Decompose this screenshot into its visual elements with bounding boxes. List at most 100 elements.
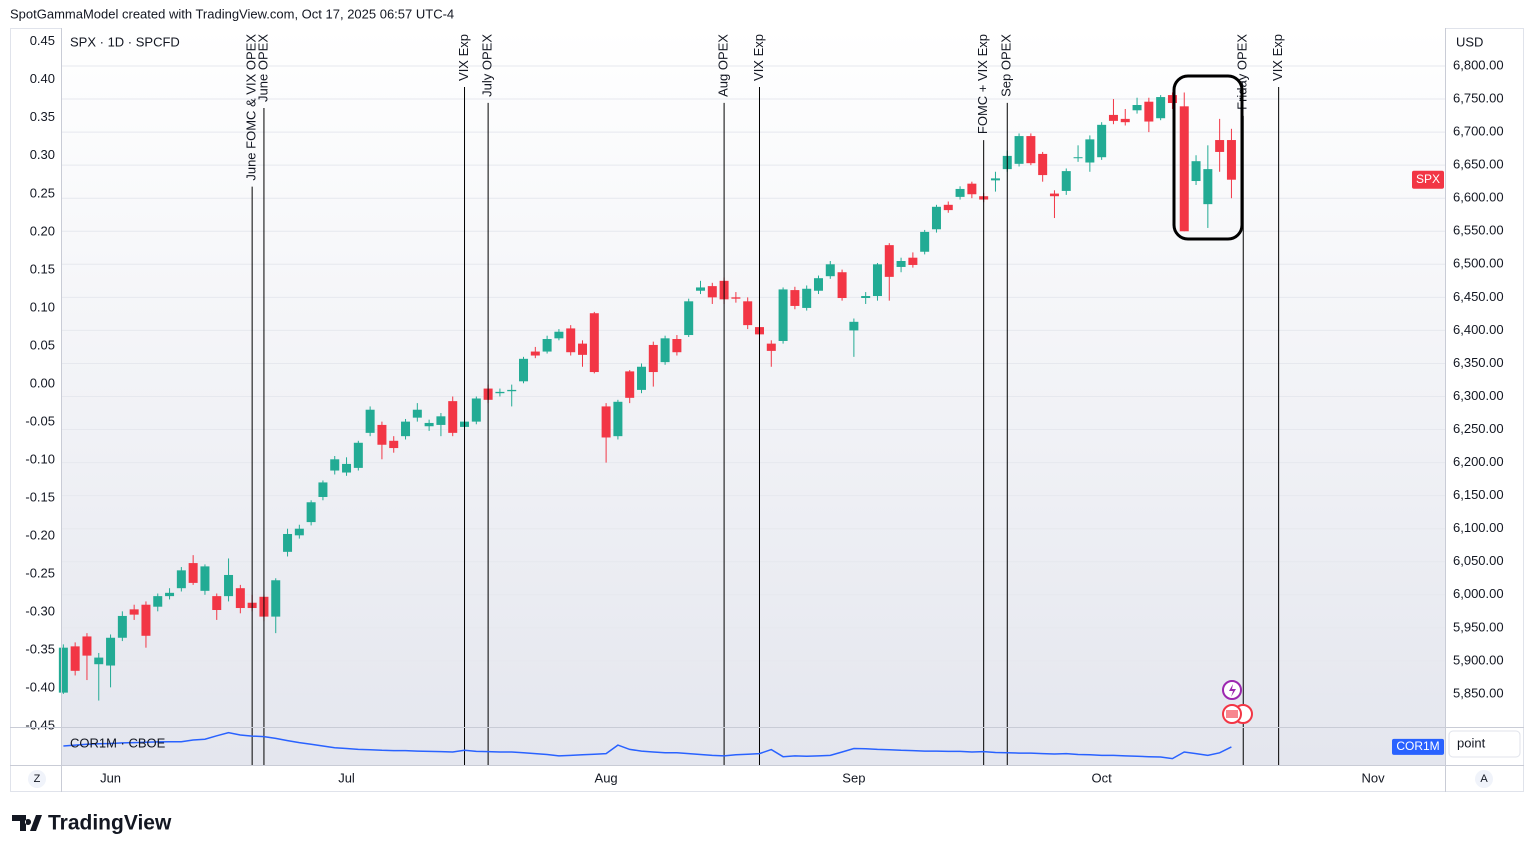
right-tick-label: 6,700.00 <box>1453 124 1504 139</box>
scale-mode-box[interactable] <box>1448 730 1521 758</box>
candle-body <box>129 609 139 615</box>
candle-body <box>424 422 434 427</box>
candle-body <box>943 204 953 211</box>
a-button-label[interactable]: A <box>1480 773 1488 785</box>
candle-body <box>861 296 871 299</box>
event-label: VIX Exp <box>751 34 766 81</box>
x-tick-label: Aug <box>595 770 618 785</box>
candle-body <box>436 416 446 425</box>
x-tick-label: Jun <box>100 770 121 785</box>
a-button[interactable] <box>1475 770 1493 788</box>
left-tick-label: -0.35 <box>25 642 55 657</box>
x-tick-label: Oct <box>1092 770 1113 785</box>
candle-body <box>82 636 92 656</box>
event-label: VIX Exp <box>456 34 471 81</box>
right-tick-label: 6,000.00 <box>1453 586 1504 601</box>
candle-body <box>743 301 753 326</box>
right-tick-label: 6,050.00 <box>1453 553 1504 568</box>
right-tick-label: 6,650.00 <box>1453 157 1504 172</box>
candle-body <box>1167 95 1177 104</box>
candle-body <box>648 344 658 373</box>
candle-body <box>353 442 363 468</box>
event-label: Aug OPEX <box>716 34 731 97</box>
candle-body <box>224 574 234 597</box>
candle-body <box>188 563 198 583</box>
right-tick-label: 6,500.00 <box>1453 256 1504 271</box>
left-tick-label: 0.30 <box>30 147 55 162</box>
event-label: June FOMC & VIX OPEX <box>244 34 259 181</box>
flag-icon <box>1226 710 1238 718</box>
candle-body <box>117 615 127 638</box>
candle-body <box>530 351 540 356</box>
candle-body <box>1215 140 1225 152</box>
candle-body <box>1108 114 1118 121</box>
pane-line <box>63 731 1232 760</box>
last-price-label: SPX <box>1416 172 1440 186</box>
candle-body <box>625 371 635 398</box>
last-value-label: COR1M <box>1396 739 1439 753</box>
last-price-tag <box>1412 170 1444 189</box>
currency-label[interactable]: USD <box>1456 34 1483 49</box>
candle-body <box>967 183 977 195</box>
z-button[interactable] <box>28 770 46 788</box>
candle-body <box>1085 139 1095 163</box>
right-tick-label: 6,250.00 <box>1453 421 1504 436</box>
candle-body <box>412 409 422 418</box>
candle-body <box>1049 193 1059 197</box>
right-tick-label: 5,900.00 <box>1453 652 1504 667</box>
right-tick-label: 6,550.00 <box>1453 223 1504 238</box>
x-tick-label: Nov <box>1361 770 1385 785</box>
left-tick-label: -0.40 <box>25 680 55 695</box>
scale-mode-label[interactable]: point <box>1457 735 1486 750</box>
left-tick-label: 0.35 <box>30 109 55 124</box>
event-label: FOMC + VIX Exp <box>975 34 990 134</box>
candle-body <box>1038 153 1048 176</box>
left-tick-label: -0.45 <box>25 718 55 733</box>
candle-body <box>542 338 552 352</box>
candle-body <box>1144 101 1154 122</box>
event-icon-glyph <box>1229 684 1236 697</box>
left-tick-label: 0.45 <box>30 33 55 48</box>
candle-body <box>731 297 741 299</box>
left-tick-label: -0.25 <box>25 566 55 581</box>
left-tick-label: 0.15 <box>30 261 55 276</box>
candle-body <box>1191 161 1201 182</box>
right-tick-label: 6,750.00 <box>1453 90 1504 105</box>
candle-body <box>908 257 918 265</box>
z-button-label[interactable]: Z <box>34 773 41 785</box>
candle-body <box>471 398 481 422</box>
candle-body <box>813 278 823 291</box>
x-tick-label: Jul <box>338 770 355 785</box>
legend-main: SPX · 1D · SPCFD <box>70 34 180 49</box>
candle-body <box>507 389 517 392</box>
event-label: Friday OPEX <box>1235 34 1250 110</box>
candle-body <box>896 261 906 267</box>
candle-body <box>365 409 375 433</box>
candle-body <box>94 657 104 665</box>
last-value-tag <box>1392 738 1444 755</box>
event-label: June OPEX <box>255 34 270 102</box>
candle-body <box>955 188 965 197</box>
event-label: Sep OPEX <box>999 34 1014 97</box>
candle-body <box>578 343 588 355</box>
candle-body <box>872 264 882 297</box>
candle-body <box>778 289 788 341</box>
right-tick-label: 6,350.00 <box>1453 355 1504 370</box>
x-tick-label: Sep <box>842 770 865 785</box>
candle-body <box>566 328 576 353</box>
left-tick-label: 0.10 <box>30 299 55 314</box>
candle-body <box>235 588 245 609</box>
left-tick-label: 0.05 <box>30 337 55 352</box>
candle-body <box>695 287 705 291</box>
header: SpotGammaModel created with TradingView.… <box>10 6 454 21</box>
left-tick-label: -0.10 <box>25 451 55 466</box>
candle-body <box>495 391 505 394</box>
candle-body <box>660 338 670 363</box>
candle-body <box>554 331 564 339</box>
event-icons <box>1222 680 1253 724</box>
candle-body <box>990 178 1000 181</box>
left-tick-label: 0.40 <box>30 71 55 86</box>
footer-logo: TradingView <box>12 812 172 835</box>
